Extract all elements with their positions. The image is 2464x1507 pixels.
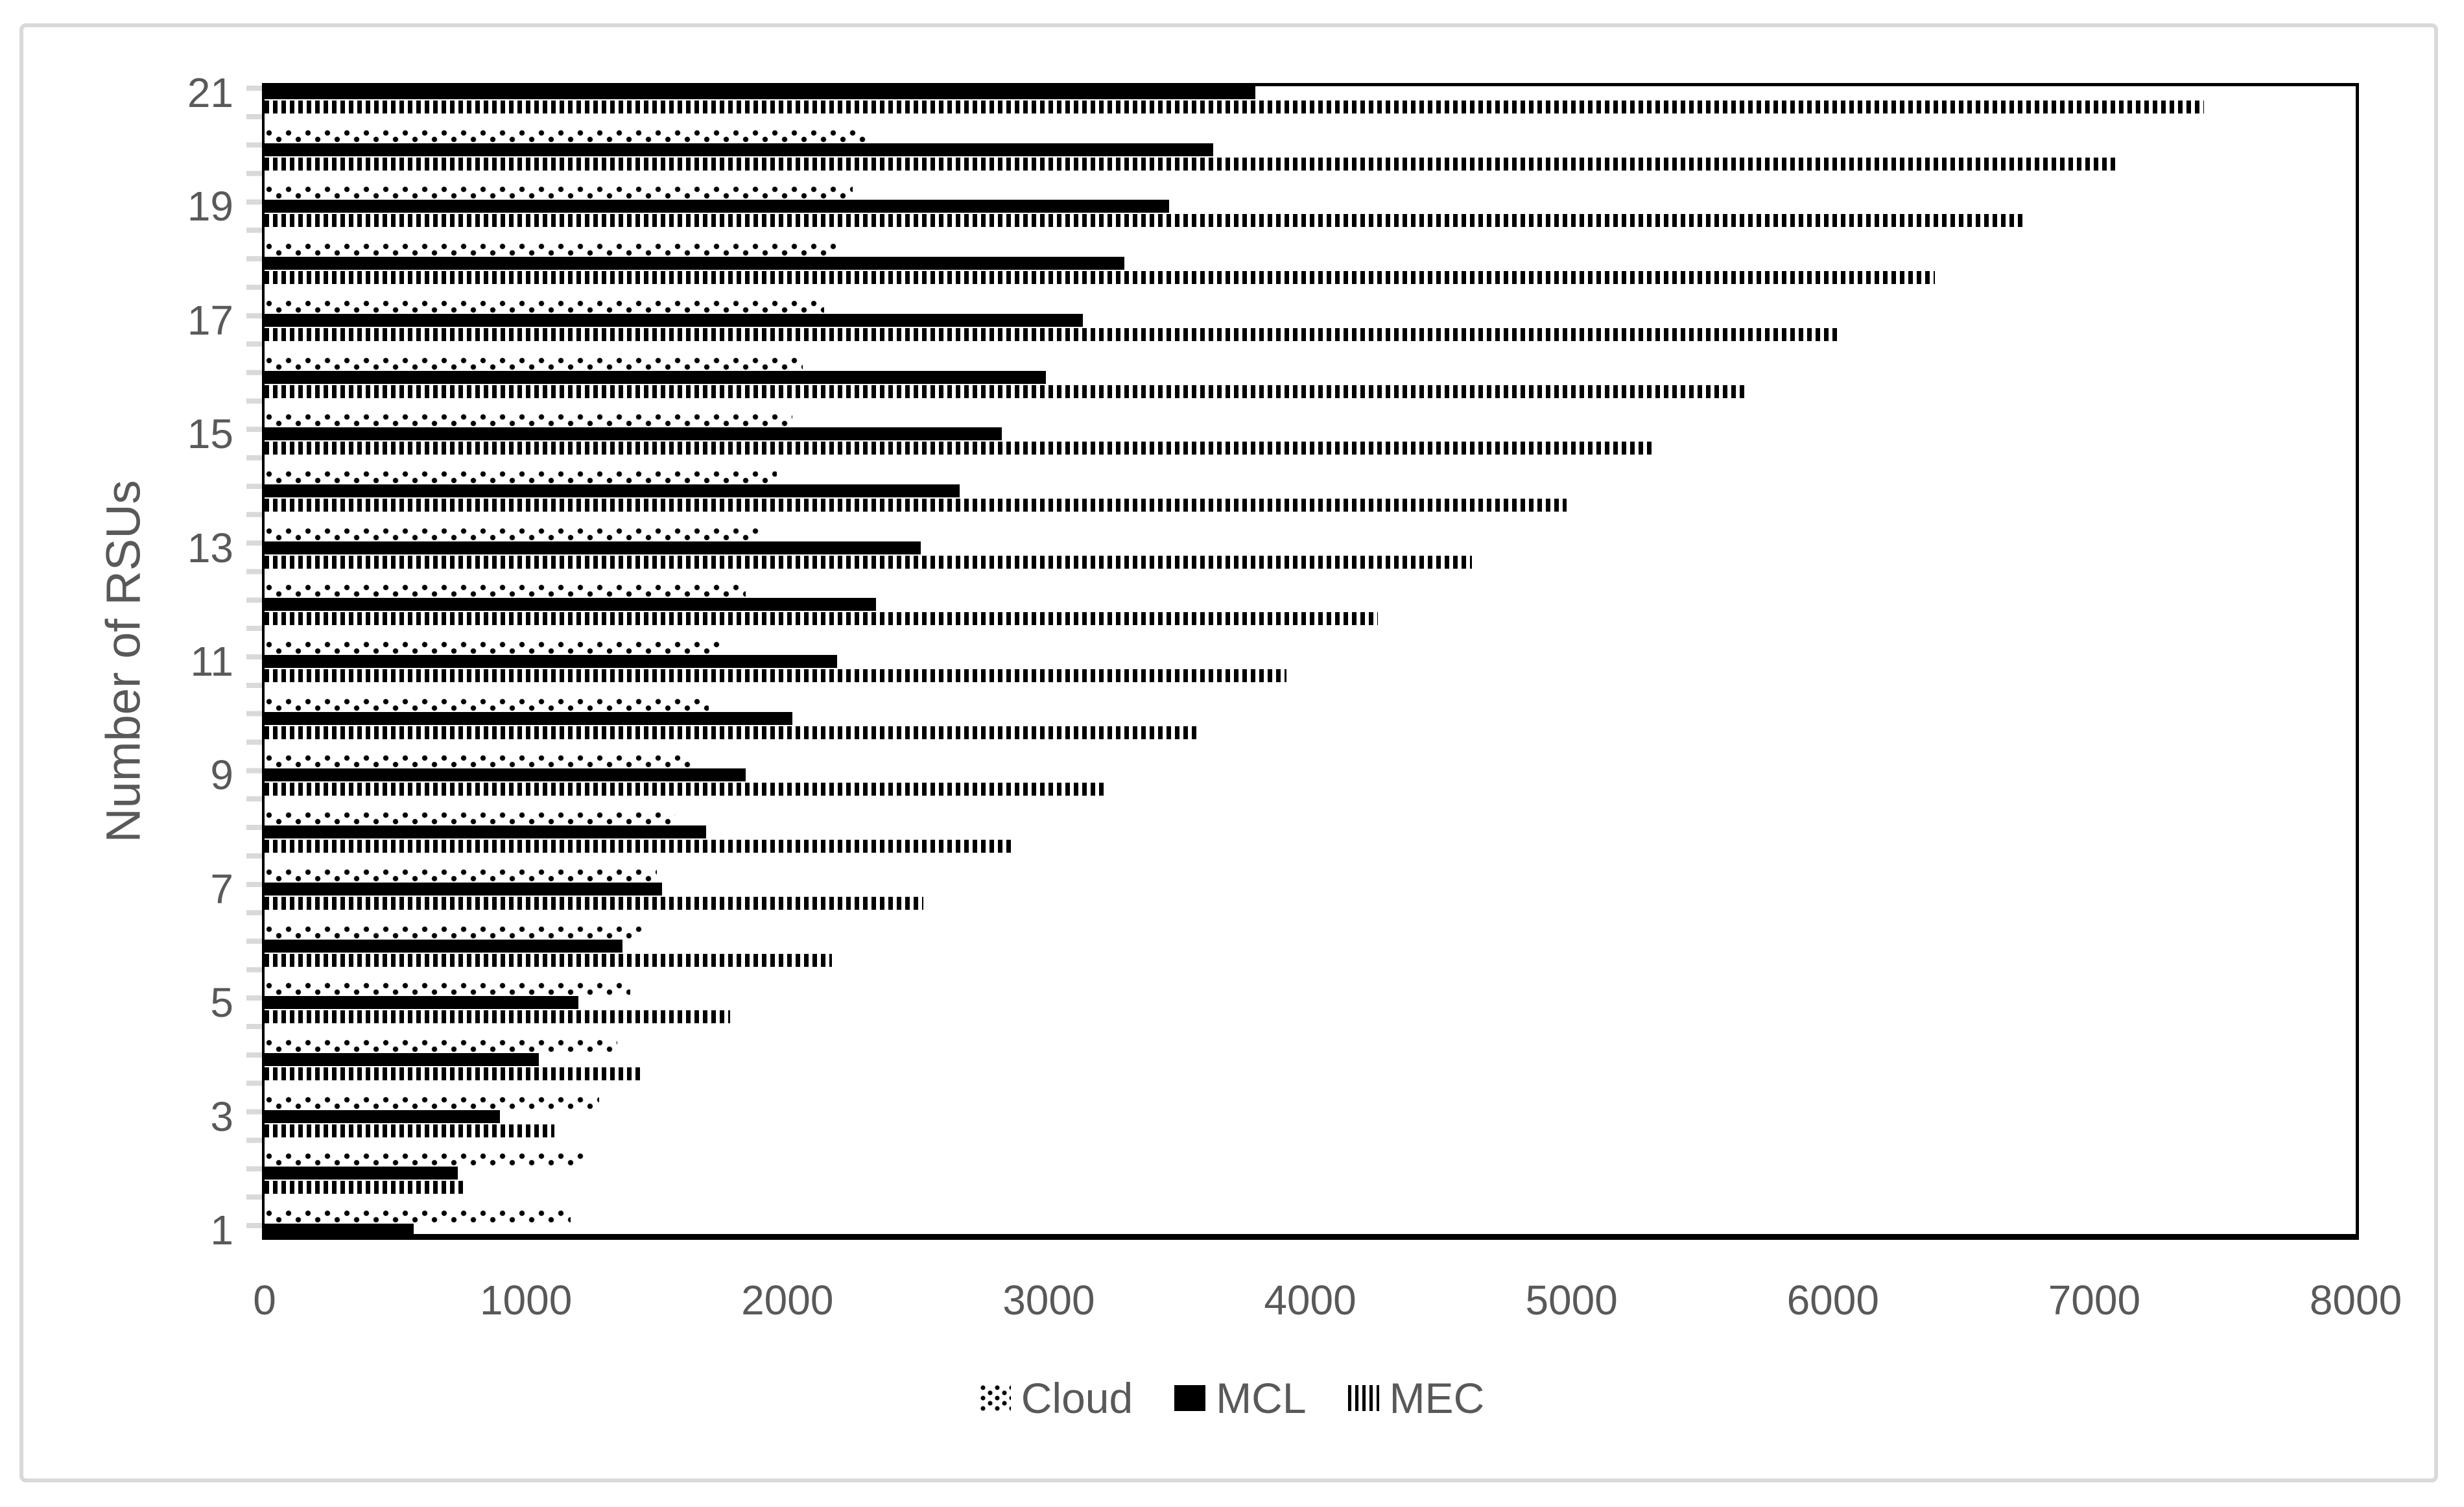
x-tick-label-1000: 1000 xyxy=(479,1277,573,1323)
x-tick-label-5000: 5000 xyxy=(1525,1277,1618,1323)
bar-mcl-rsu-7 xyxy=(265,882,662,896)
bar-cloud-rsu-5 xyxy=(265,982,630,996)
bar-cloud-rsu-12 xyxy=(265,584,746,598)
bar-mcl-rsu-21 xyxy=(265,86,1255,99)
mec-swatch-icon xyxy=(1347,1385,1379,1411)
legend-item-mcl: MCL xyxy=(1174,1373,1307,1423)
bar-cloud-rsu-8 xyxy=(265,812,675,825)
y-tick-label-21: 21 xyxy=(187,69,233,116)
bar-mcl-rsu-6 xyxy=(265,939,622,953)
bar-mcl-rsu-2 xyxy=(265,1167,458,1180)
bar-mcl-rsu-19 xyxy=(265,200,1169,213)
x-tick-label-6000: 6000 xyxy=(1786,1277,1879,1323)
y-tick-label-15: 15 xyxy=(187,410,233,458)
y-tick-label-5: 5 xyxy=(210,979,233,1026)
y-tick-label-11: 11 xyxy=(190,638,233,685)
bar-mec-rsu-6 xyxy=(265,953,832,967)
bar-mcl-rsu-15 xyxy=(265,427,1002,441)
y-axis-line xyxy=(262,83,265,1237)
y-tick-label-9: 9 xyxy=(210,752,233,799)
y-tick-label-17: 17 xyxy=(187,296,233,344)
y-tick-label-19: 19 xyxy=(187,183,233,230)
bar-mec-rsu-21 xyxy=(265,101,2204,113)
bar-cloud-rsu-17 xyxy=(265,300,824,313)
bar-mcl-rsu-18 xyxy=(265,257,1124,270)
mcl-swatch-icon xyxy=(1174,1385,1206,1411)
legend-label-mec: MEC xyxy=(1389,1374,1485,1422)
bar-cloud-rsu-1 xyxy=(265,1210,571,1223)
bar-cloud-rsu-7 xyxy=(265,868,657,882)
bar-mcl-rsu-1 xyxy=(265,1224,414,1237)
legend-label-mcl: MCL xyxy=(1216,1374,1307,1422)
bar-mec-rsu-3 xyxy=(265,1124,554,1137)
bar-mec-rsu-10 xyxy=(265,726,1198,739)
bar-mcl-rsu-11 xyxy=(265,655,837,668)
bar-cloud-rsu-20 xyxy=(265,129,868,143)
bar-mec-rsu-14 xyxy=(265,498,1567,512)
bar-mec-rsu-15 xyxy=(265,442,1655,455)
bar-mcl-rsu-13 xyxy=(265,541,921,554)
bar-cloud-rsu-6 xyxy=(265,925,644,939)
plot-area xyxy=(265,86,2356,1237)
figure-border xyxy=(19,23,2438,1482)
bar-mec-rsu-17 xyxy=(265,327,1841,341)
bar-cloud-rsu-10 xyxy=(265,698,709,711)
legend-item-cloud: Cloud xyxy=(979,1373,1133,1423)
cloud-swatch-icon xyxy=(979,1385,1011,1411)
bar-mcl-rsu-5 xyxy=(265,996,578,1010)
bar-mec-rsu-13 xyxy=(265,555,1472,569)
bar-mec-rsu-18 xyxy=(265,271,1935,285)
bar-mcl-rsu-9 xyxy=(265,768,746,782)
bar-mcl-rsu-10 xyxy=(265,711,792,725)
y-tick-label-3: 3 xyxy=(210,1093,233,1140)
bar-mec-rsu-19 xyxy=(265,214,2024,228)
bar-cloud-rsu-9 xyxy=(265,755,693,768)
bar-cloud-rsu-19 xyxy=(265,186,853,200)
y-axis-tick-marks xyxy=(246,86,263,1238)
bar-cloud-rsu-2 xyxy=(265,1153,584,1167)
bar-mec-rsu-4 xyxy=(265,1067,641,1080)
bar-cloud-rsu-11 xyxy=(265,641,722,654)
bar-cloud-rsu-4 xyxy=(265,1039,617,1052)
x-tick-label-4000: 4000 xyxy=(1264,1277,1356,1323)
bar-mcl-rsu-20 xyxy=(265,143,1213,156)
bar-mec-rsu-12 xyxy=(265,612,1378,626)
bar-mcl-rsu-14 xyxy=(265,484,960,497)
bar-mcl-rsu-3 xyxy=(265,1109,500,1123)
bar-mec-rsu-2 xyxy=(265,1181,463,1194)
x-tick-label-0: 0 xyxy=(253,1277,276,1323)
x-tick-label-2000: 2000 xyxy=(741,1277,834,1323)
plot-border-top xyxy=(262,83,2359,86)
bar-cloud-rsu-16 xyxy=(265,357,803,370)
bar-cloud-rsu-15 xyxy=(265,414,792,427)
bar-mec-rsu-8 xyxy=(265,840,1015,853)
bar-mec-rsu-20 xyxy=(265,157,2115,171)
legend: Cloud MCL MEC xyxy=(0,1373,2464,1423)
bar-mcl-rsu-12 xyxy=(265,598,876,611)
bar-mec-rsu-16 xyxy=(265,385,1747,398)
x-axis-line xyxy=(262,1234,2359,1240)
plot-border-right xyxy=(2356,83,2359,1237)
bar-mec-rsu-7 xyxy=(265,896,923,910)
bar-mcl-rsu-4 xyxy=(265,1052,539,1066)
y-tick-label-1: 1 xyxy=(210,1207,233,1253)
bar-mec-rsu-11 xyxy=(265,669,1286,682)
bar-cloud-rsu-14 xyxy=(265,470,777,484)
bar-cloud-rsu-3 xyxy=(265,1096,599,1109)
x-tick-label-7000: 7000 xyxy=(2048,1277,2141,1323)
legend-label-cloud: Cloud xyxy=(1021,1374,1133,1422)
y-tick-label-13: 13 xyxy=(187,524,233,571)
bar-cloud-rsu-13 xyxy=(265,527,759,541)
bar-mcl-rsu-16 xyxy=(265,370,1046,384)
x-tick-label-8000: 8000 xyxy=(2309,1277,2402,1323)
bar-mcl-rsu-17 xyxy=(265,313,1083,327)
y-tick-label-7: 7 xyxy=(210,865,233,912)
bar-mcl-rsu-8 xyxy=(265,825,706,839)
legend-item-mec: MEC xyxy=(1347,1373,1485,1423)
bar-cloud-rsu-18 xyxy=(265,243,840,257)
bar-mec-rsu-5 xyxy=(265,1010,730,1024)
x-tick-label-3000: 3000 xyxy=(1002,1277,1095,1323)
bar-mec-rsu-9 xyxy=(265,783,1104,796)
